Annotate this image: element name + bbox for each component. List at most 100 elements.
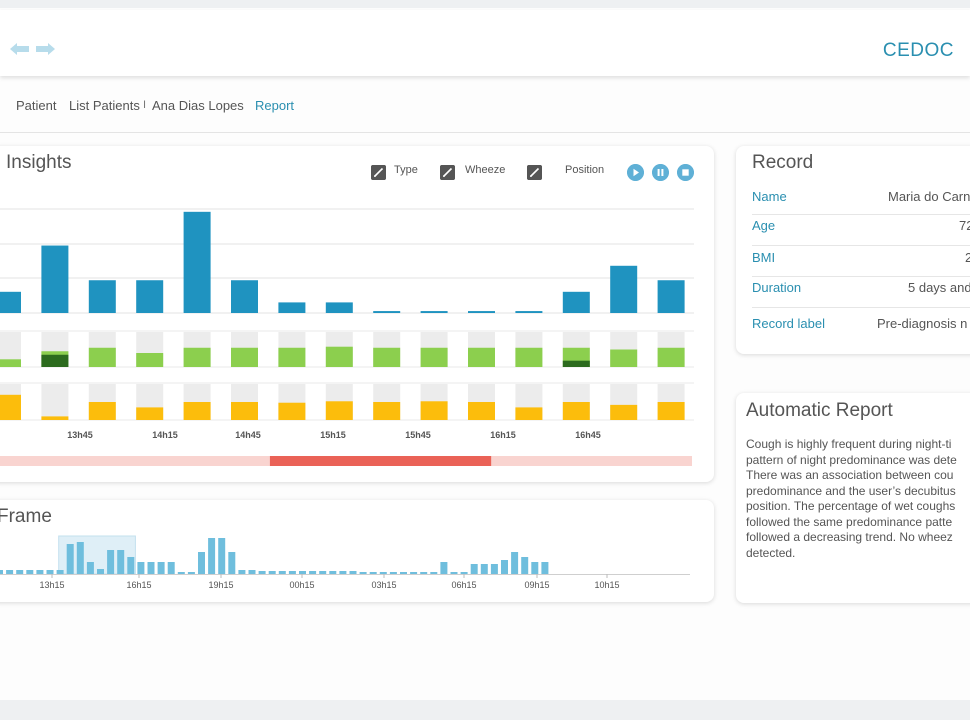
frame-bar	[127, 557, 135, 574]
frame-bar	[36, 570, 44, 574]
breadcrumb-item-list-patients[interactable]: List Patients	[69, 98, 140, 113]
frame-bar	[541, 562, 549, 574]
position-bar	[136, 407, 164, 420]
cough-count-bar	[41, 245, 69, 313]
position-bar	[183, 402, 211, 420]
x-tick-label: 16h45	[575, 430, 601, 440]
frame-bar	[268, 571, 276, 574]
frame-bar	[430, 572, 438, 574]
legend-position: Position	[565, 164, 605, 176]
frame-bar	[319, 571, 327, 574]
wheeze-checkbox[interactable]	[440, 165, 455, 180]
timeline-segment	[269, 456, 492, 466]
wheeze-bar	[278, 347, 306, 367]
x-tick-label: 14h15	[152, 430, 178, 440]
wheeze-bar	[88, 347, 116, 367]
frame-bar	[521, 557, 529, 574]
x-tick-label: 14h45	[235, 430, 261, 440]
cough-count-bar	[562, 291, 590, 313]
frame-bar	[26, 570, 34, 574]
brand-logo[interactable]: CEDOC	[882, 40, 954, 61]
position-bar	[278, 402, 306, 420]
cough-count-bar	[373, 311, 401, 313]
frame-bar	[329, 571, 337, 574]
record-value-record-label: Pre-diagnosis n	[877, 316, 968, 331]
position-bar	[231, 402, 258, 420]
cough-count-bar	[657, 280, 685, 313]
pause-icon[interactable]	[652, 164, 669, 181]
forward-arrow-icon[interactable]	[35, 42, 55, 56]
position-bar	[657, 402, 685, 420]
frame-tick-label: 03h15	[371, 580, 396, 590]
frame-bar	[187, 572, 195, 574]
legend-type: Type	[394, 164, 418, 176]
record-value-name: Maria do Carn	[888, 189, 970, 204]
wheeze-bar	[136, 353, 164, 367]
frame-chart[interactable]: 13h15 16h15 19h15 00h15 03h15 06h15 09h15 10h15	[0, 530, 700, 596]
record-divider	[752, 276, 970, 277]
frame-bar	[531, 562, 539, 574]
record-title: Record	[752, 152, 814, 173]
frame-bar	[76, 542, 84, 574]
frame-tick-label: 10h15	[594, 580, 619, 590]
frame-bar	[248, 570, 256, 574]
cough-count-bar	[0, 291, 21, 313]
frame-bar	[46, 570, 54, 574]
position-bar	[373, 402, 401, 420]
record-label-record-label: Record label	[752, 316, 825, 331]
frame-bar	[389, 572, 397, 574]
top-bar: CEDOC	[0, 10, 970, 76]
frame-bar	[157, 562, 165, 574]
frame-bar	[470, 564, 478, 574]
position-checkbox[interactable]	[527, 165, 542, 180]
cough-count-bar	[610, 265, 638, 313]
x-tick-label: 13h45	[67, 430, 93, 440]
frame-bar	[299, 571, 306, 574]
frame-bar	[0, 570, 3, 574]
frame-bar	[107, 550, 115, 574]
frame-bar	[56, 570, 64, 574]
position-bar	[610, 404, 638, 420]
wheeze-track	[0, 332, 21, 367]
breadcrumb-item-report[interactable]: Report	[255, 98, 295, 113]
wheeze-bar	[610, 349, 638, 367]
cough-count-bar	[420, 311, 448, 313]
frame-bar	[501, 560, 508, 574]
frame-bar	[86, 562, 94, 574]
type-checkbox[interactable]	[371, 165, 386, 180]
frame-bar	[288, 571, 296, 574]
frame-bar	[309, 571, 317, 574]
x-tick-label: 16h15	[490, 430, 516, 440]
insights-chart: 513h4514h1514h4515h1515h4516h1516h45	[0, 208, 694, 466]
play-icon[interactable]	[627, 164, 644, 181]
wheeze-bar	[0, 359, 21, 367]
stop-icon[interactable]	[677, 164, 694, 181]
timeline-segment	[491, 456, 692, 466]
frame-bar	[359, 572, 367, 574]
x-tick-label: 15h15	[320, 430, 346, 440]
frame-bar	[137, 562, 145, 574]
frame-bar	[349, 571, 357, 574]
record-value-age: 72	[959, 218, 970, 233]
frame-bar	[208, 538, 216, 574]
record-divider	[752, 307, 970, 308]
frame-bar	[218, 538, 226, 574]
breadcrumb-item-patient[interactable]: Patient	[16, 98, 57, 113]
frame-bar	[410, 572, 418, 574]
legend-wheeze: Wheeze	[465, 164, 506, 176]
wheeze-bar	[468, 347, 495, 367]
wheeze-bar	[657, 347, 685, 367]
frame-bar	[278, 571, 286, 574]
frame-tick-label: 19h15	[208, 580, 233, 590]
report-title: Automatic Report	[746, 400, 893, 421]
timeline-segment	[0, 456, 270, 466]
wheeze-dark-bar	[41, 354, 69, 367]
wheeze-bar	[325, 346, 353, 367]
position-bar	[468, 402, 495, 420]
frame-bar	[258, 571, 266, 574]
wheeze-bar	[420, 347, 448, 367]
breadcrumb-item-patient-name[interactable]: Ana Dias Lopes	[152, 98, 244, 113]
cough-count-bar	[325, 302, 353, 313]
back-arrow-icon[interactable]	[10, 42, 30, 56]
frame-bar	[117, 550, 125, 574]
